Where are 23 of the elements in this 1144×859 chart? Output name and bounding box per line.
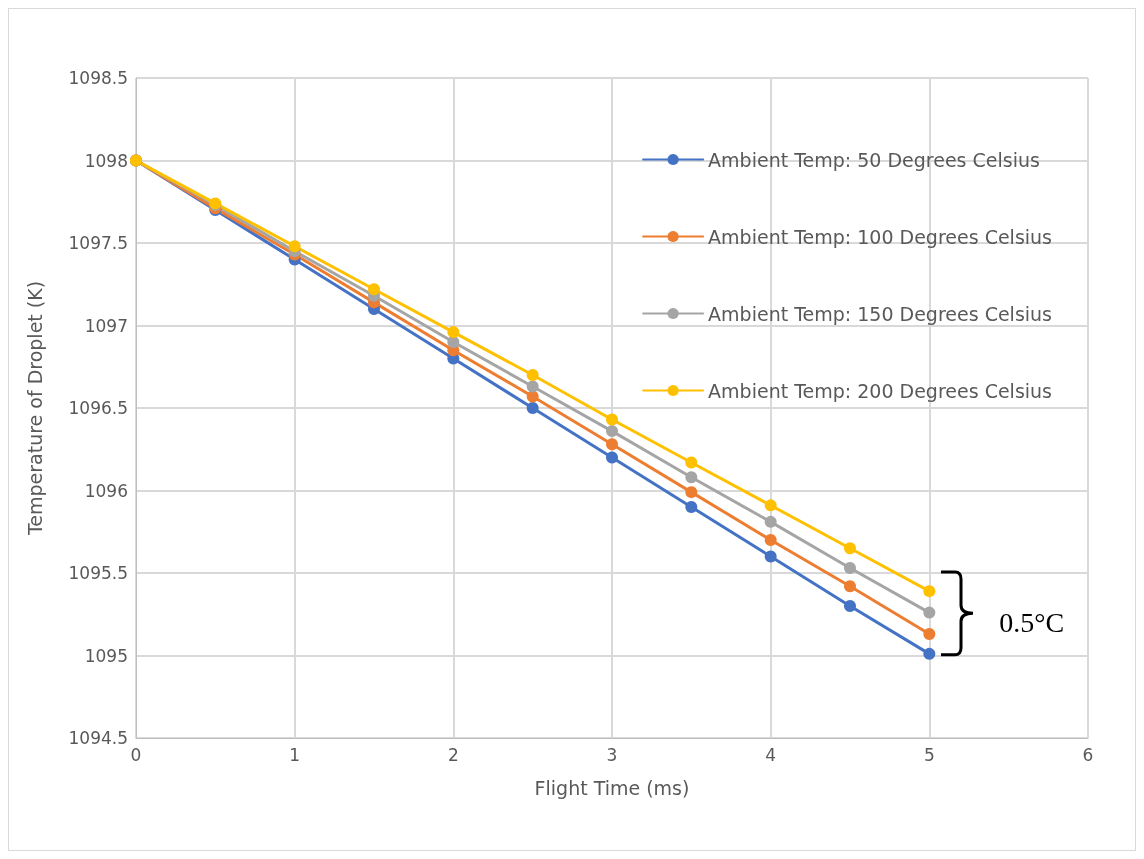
y-tick-label: 1094.5 [68, 728, 128, 748]
legend-label: Ambient Temp: 200 Degrees Celsius [708, 379, 1053, 402]
x-tick-label: 3 [606, 744, 618, 765]
x-tick-label: 4 [765, 744, 777, 765]
y-tick-label: 1097.5 [68, 233, 128, 253]
x-axis-title: Flight Time (ms) [534, 776, 690, 799]
y-tick-label: 1095.5 [68, 563, 128, 583]
y-tick-label: 1098.5 [68, 68, 128, 88]
y-tick-label: 1095 [84, 645, 128, 666]
annotation: 0.5°C [999, 607, 1065, 638]
y-axis-title: Temperature of Droplet (K) [23, 280, 46, 537]
x-tick-label: 0 [130, 744, 142, 765]
x-tick-label: 1 [289, 744, 301, 765]
x-tick-label: 5 [923, 744, 935, 765]
y-tick-label: 1098 [84, 150, 128, 171]
y-tick-label: 1097 [84, 315, 128, 336]
x-tick-label: 6 [1082, 744, 1094, 765]
x-tick-label: 2 [447, 744, 459, 765]
legend-label: Ambient Temp: 150 Degrees Celsius [708, 302, 1053, 325]
legend-label: Ambient Temp: 100 Degrees Celsius [708, 225, 1053, 248]
y-tick-label: 1096 [84, 480, 128, 501]
y-tick-label: 1096.5 [68, 398, 128, 418]
legend-label: Ambient Temp: 50 Degrees Celsius [708, 148, 1040, 171]
